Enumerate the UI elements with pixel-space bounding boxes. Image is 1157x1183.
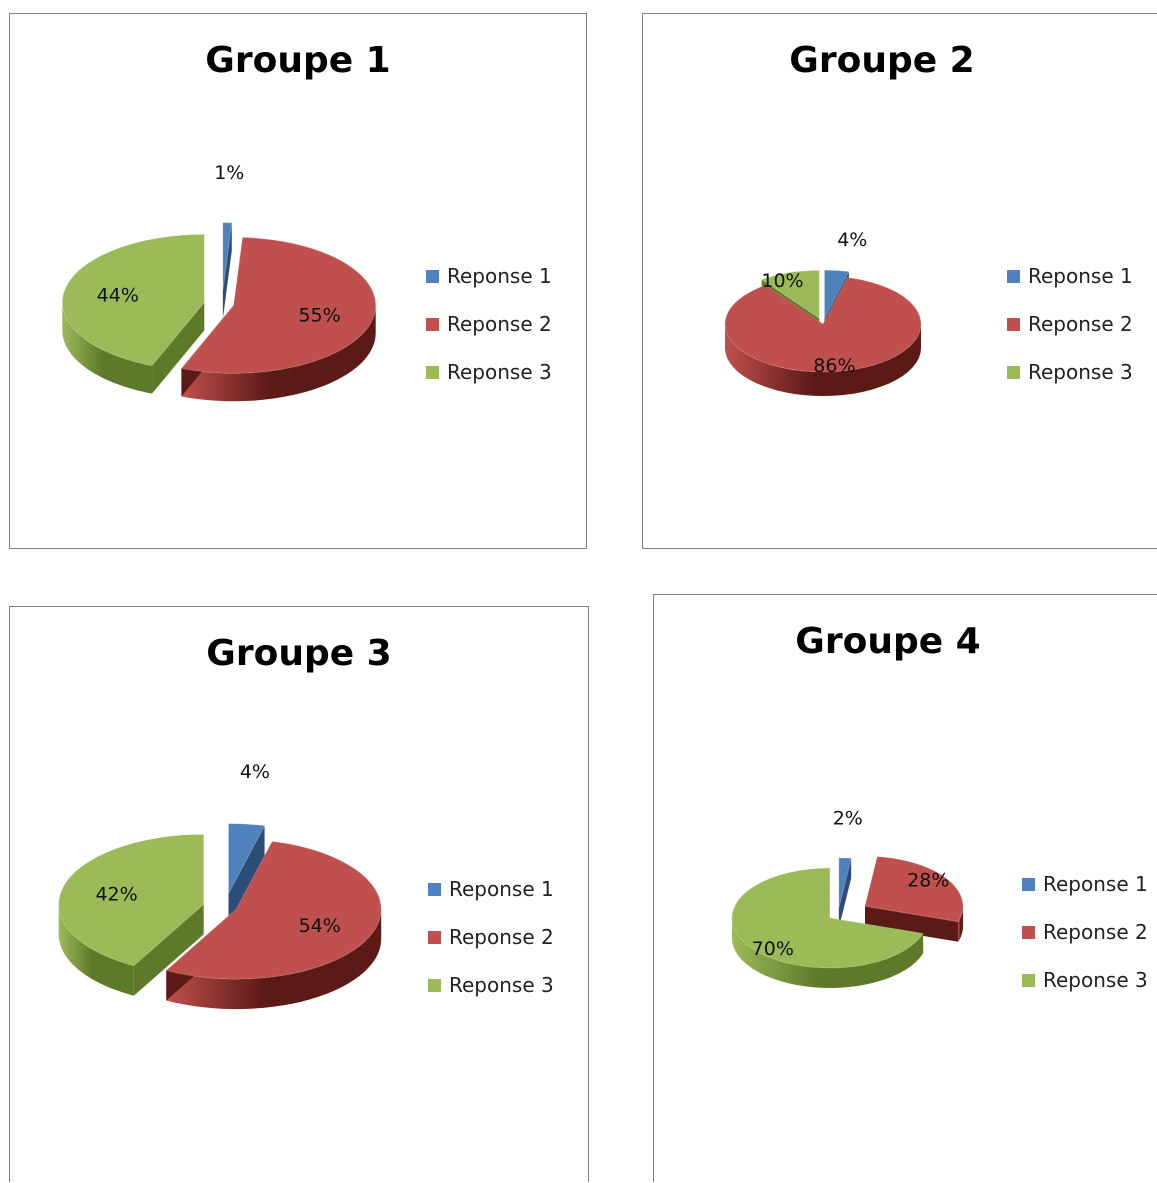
legend-swatch xyxy=(1022,973,1035,987)
pie-slice-reponse-3 xyxy=(58,833,205,967)
data-label: 86% xyxy=(813,355,855,377)
legend-label: Reponse 3 xyxy=(449,973,554,997)
legend: Reponse 1 Reponse 2 Reponse 3 xyxy=(1022,860,1148,1004)
legend-item-reponse-3: Reponse 3 xyxy=(428,961,554,1009)
pie-chart: 1% 55% 44% xyxy=(61,162,377,402)
legend-label: Reponse 1 xyxy=(1028,264,1133,288)
legend-swatch xyxy=(428,882,441,896)
legend-swatch xyxy=(426,269,439,283)
pie-slice-reponse-3 xyxy=(760,269,820,320)
chart-title: Groupe 2 xyxy=(789,40,975,81)
legend-label: Reponse 2 xyxy=(447,312,552,336)
legend-label: Reponse 3 xyxy=(447,360,552,384)
pie-slice-side xyxy=(58,904,204,996)
pie-slice-reponse-1 xyxy=(228,823,266,894)
legend-swatch xyxy=(1007,269,1020,283)
legend: Reponse 1 Reponse 2 Reponse 3 xyxy=(428,865,554,1009)
legend-label: Reponse 2 xyxy=(1043,920,1148,944)
legend-item-reponse-1: Reponse 1 xyxy=(428,865,554,913)
legend-item-reponse-3: Reponse 3 xyxy=(426,348,552,396)
legend-swatch xyxy=(426,365,439,379)
pie-slice-side xyxy=(222,222,232,319)
legend-item-reponse-2: Reponse 2 xyxy=(426,300,552,348)
data-label: 1% xyxy=(214,162,244,184)
data-label: 55% xyxy=(298,305,340,327)
pie-slice-reponse-1 xyxy=(222,222,233,291)
legend-item-reponse-2: Reponse 2 xyxy=(428,913,554,961)
data-label: 10% xyxy=(761,270,803,292)
legend-label: Reponse 3 xyxy=(1028,360,1133,384)
data-label: 4% xyxy=(837,229,867,251)
legend-swatch xyxy=(428,930,441,944)
pie-slice-reponse-3 xyxy=(61,233,205,367)
pie-slice-reponse-3 xyxy=(731,867,924,969)
pie-slice-reponse-2 xyxy=(724,276,922,373)
data-label: 42% xyxy=(95,884,137,906)
legend-label: Reponse 2 xyxy=(449,925,554,949)
chart-title: Groupe 3 xyxy=(206,633,392,674)
pie-slice-side xyxy=(62,302,205,394)
pie-chart: 4% 54% 42% xyxy=(58,761,382,1010)
legend-swatch xyxy=(428,978,441,992)
legend-label: Reponse 1 xyxy=(449,877,554,901)
legend-swatch xyxy=(1007,365,1020,379)
legend-item-reponse-3: Reponse 3 xyxy=(1007,348,1133,396)
chart-panel-groupe-1: Groupe 1 1% 55% 44% Reponse 1 Reponse 2 Re… xyxy=(9,13,587,549)
chart-title: Groupe 4 xyxy=(795,621,981,662)
pie-slice-reponse-2 xyxy=(180,236,377,374)
legend-item-reponse-1: Reponse 1 xyxy=(1022,860,1148,908)
legend-swatch xyxy=(1022,925,1035,939)
pie-chart: 4% 86% 10% xyxy=(724,229,922,396)
chart-panel-groupe-2: Groupe 2 4% 86% 10% Reponse 1 Reponse 2 Re… xyxy=(642,13,1157,549)
legend-label: Reponse 1 xyxy=(1043,872,1148,896)
chart-panel-groupe-4: Groupe 4 2% 28% 70% Reponse 1 Reponse 2 Re… xyxy=(653,594,1157,1182)
data-label: 44% xyxy=(97,285,139,307)
data-label: 4% xyxy=(240,761,270,783)
pie-slice-side xyxy=(838,858,852,928)
pie-slice-reponse-1 xyxy=(838,857,852,908)
legend-swatch xyxy=(1022,877,1035,891)
legend-label: Reponse 3 xyxy=(1043,968,1148,992)
legend-item-reponse-1: Reponse 1 xyxy=(1007,252,1133,300)
pie-slice-reponse-2 xyxy=(864,856,964,923)
data-label: 2% xyxy=(833,808,863,830)
legend-item-reponse-2: Reponse 2 xyxy=(1022,908,1148,956)
chart-title: Groupe 1 xyxy=(205,40,391,81)
pie-slice-reponse-2 xyxy=(165,840,382,980)
legend-swatch xyxy=(1007,317,1020,331)
legend-item-reponse-1: Reponse 1 xyxy=(426,252,552,300)
pie-chart: 2% 28% 70% xyxy=(731,808,964,988)
legend-swatch xyxy=(426,317,439,331)
data-label: 54% xyxy=(299,915,341,937)
data-label: 70% xyxy=(752,938,794,960)
legend-item-reponse-3: Reponse 3 xyxy=(1022,956,1148,1004)
pie-slice-reponse-1 xyxy=(824,269,850,319)
legend: Reponse 1 Reponse 2 Reponse 3 xyxy=(1007,252,1133,396)
chart-panel-groupe-3: Groupe 3 4% 54% 42% Reponse 1 Reponse 2 Re… xyxy=(9,606,589,1182)
legend-label: Reponse 2 xyxy=(1028,312,1133,336)
pie-slice-side xyxy=(228,825,265,924)
legend-label: Reponse 1 xyxy=(447,264,552,288)
legend-item-reponse-2: Reponse 2 xyxy=(1007,300,1133,348)
legend: Reponse 1 Reponse 2 Reponse 3 xyxy=(426,252,552,396)
data-label: 28% xyxy=(907,870,949,892)
